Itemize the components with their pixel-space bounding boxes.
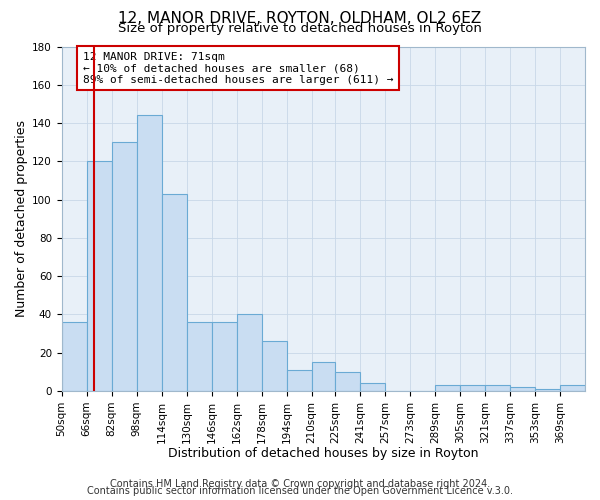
Text: Size of property relative to detached houses in Royton: Size of property relative to detached ho…: [118, 22, 482, 35]
Bar: [510, 387, 535, 391]
Bar: [485, 385, 510, 391]
Bar: [112, 142, 137, 391]
Bar: [287, 370, 311, 391]
Y-axis label: Number of detached properties: Number of detached properties: [15, 120, 28, 317]
Bar: [311, 362, 335, 391]
Bar: [335, 372, 360, 391]
Bar: [460, 385, 485, 391]
Text: 12 MANOR DRIVE: 71sqm
← 10% of detached houses are smaller (68)
89% of semi-deta: 12 MANOR DRIVE: 71sqm ← 10% of detached …: [83, 52, 393, 85]
Bar: [212, 322, 236, 391]
Bar: [560, 385, 585, 391]
Text: 12, MANOR DRIVE, ROYTON, OLDHAM, OL2 6EZ: 12, MANOR DRIVE, ROYTON, OLDHAM, OL2 6EZ: [118, 11, 482, 26]
Bar: [360, 384, 385, 391]
Bar: [187, 322, 212, 391]
Bar: [535, 389, 560, 391]
Bar: [236, 314, 262, 391]
Bar: [435, 385, 460, 391]
Bar: [62, 322, 86, 391]
Bar: [262, 341, 287, 391]
Bar: [137, 116, 161, 391]
Text: Contains HM Land Registry data © Crown copyright and database right 2024.: Contains HM Land Registry data © Crown c…: [110, 479, 490, 489]
X-axis label: Distribution of detached houses by size in Royton: Distribution of detached houses by size …: [168, 447, 479, 460]
Bar: [86, 162, 112, 391]
Text: Contains public sector information licensed under the Open Government Licence v.: Contains public sector information licen…: [87, 486, 513, 496]
Bar: [161, 194, 187, 391]
